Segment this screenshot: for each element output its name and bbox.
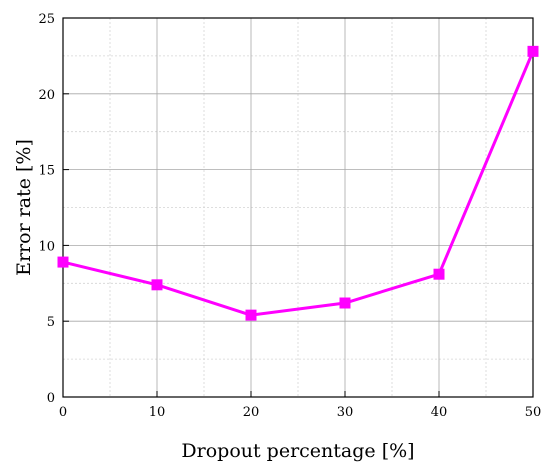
x-tick-label: 40 — [431, 405, 448, 420]
x-tick-label: 50 — [525, 405, 542, 420]
data-point-marker — [151, 279, 163, 291]
series-layer — [57, 45, 539, 321]
y-tick-label: 5 — [47, 315, 55, 330]
data-point-marker — [433, 268, 445, 280]
y-axis-title: Error rate [%] — [13, 139, 35, 276]
data-point-marker — [339, 297, 351, 309]
data-point-marker — [245, 309, 257, 321]
tick-layer: 0 10 20 30 40 50 0 5 10 15 20 25 — [38, 12, 541, 420]
y-tick-label: 10 — [38, 239, 55, 254]
data-point-marker — [527, 45, 539, 57]
x-tick-label: 10 — [149, 405, 166, 420]
x-tick-label: 20 — [243, 405, 260, 420]
x-tick-label: 0 — [59, 405, 67, 420]
grid-layer — [62, 17, 534, 398]
series-line — [62, 50, 535, 317]
y-tick-label: 0 — [47, 391, 55, 406]
y-tick-label: 25 — [38, 12, 55, 27]
plot-frame — [62, 17, 534, 398]
data-point-marker — [57, 256, 69, 268]
x-axis-title: Dropout percentage [%] — [181, 440, 414, 462]
y-tick-label: 15 — [38, 164, 55, 179]
y-tick-label: 20 — [38, 88, 55, 103]
x-tick-label: 30 — [337, 405, 354, 420]
